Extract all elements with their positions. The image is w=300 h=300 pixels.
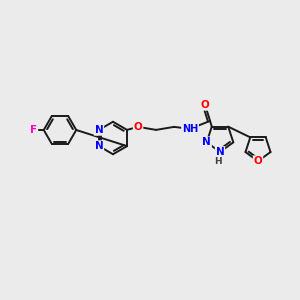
Text: H: H xyxy=(214,157,222,166)
Text: O: O xyxy=(254,156,262,166)
Text: NH: NH xyxy=(182,124,198,134)
Text: N: N xyxy=(202,137,211,147)
Text: N: N xyxy=(94,141,103,151)
Text: F: F xyxy=(30,125,37,135)
Text: O: O xyxy=(201,100,209,110)
Text: N: N xyxy=(216,147,224,157)
Text: N: N xyxy=(94,125,103,135)
Text: O: O xyxy=(134,122,142,132)
